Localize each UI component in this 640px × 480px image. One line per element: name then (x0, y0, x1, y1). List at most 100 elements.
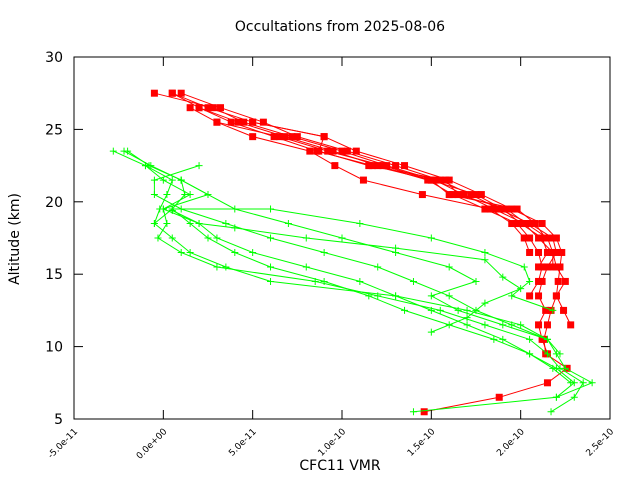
x-tick-label: 1.0e-10 (317, 427, 349, 459)
data-point (320, 277, 328, 285)
data-point (177, 248, 185, 256)
data-point (549, 364, 557, 372)
data-point (159, 205, 167, 213)
data-point (508, 205, 516, 213)
y-tick-label: 25 (45, 122, 63, 138)
data-point (222, 220, 230, 228)
data-point (306, 147, 314, 155)
data-point (267, 234, 275, 242)
data-point (560, 306, 568, 314)
data-point (513, 205, 521, 213)
y-tick-label: 5 (54, 412, 63, 428)
data-point (543, 263, 551, 271)
data-point (234, 118, 242, 126)
data-point (526, 277, 534, 285)
data-point (331, 162, 339, 170)
data-point (538, 220, 546, 228)
data-point (150, 89, 158, 97)
data-point (227, 118, 235, 126)
x-tick-label: 2.0e-10 (495, 427, 527, 459)
y-tick-label: 15 (45, 267, 63, 283)
data-point (570, 393, 578, 401)
data-point (281, 133, 289, 141)
data-point (543, 350, 551, 358)
data-point (552, 248, 560, 256)
data-point (454, 306, 462, 314)
data-point (543, 379, 551, 387)
data-point (552, 263, 560, 271)
data-point (472, 277, 480, 285)
data-point (168, 206, 176, 214)
data-point (338, 147, 346, 155)
data-point (499, 205, 507, 213)
data-point (392, 292, 400, 300)
data-point (436, 176, 444, 184)
data-point (547, 408, 555, 416)
data-point (368, 162, 376, 170)
data-point (481, 256, 489, 264)
series-2 (177, 89, 560, 358)
x-tick-label: 0.0e+00 (135, 427, 170, 462)
data-point (195, 162, 203, 170)
data-point (168, 234, 176, 242)
data-point (270, 133, 278, 141)
data-point (374, 162, 382, 170)
data-point (213, 234, 221, 242)
data-point (401, 306, 409, 314)
series-line (113, 150, 594, 413)
data-point (561, 277, 569, 285)
data-point (535, 248, 543, 256)
data-point (209, 104, 217, 112)
data-point (383, 162, 391, 170)
data-point (535, 263, 543, 271)
data-point (526, 350, 534, 358)
data-point (495, 205, 503, 213)
data-point (549, 248, 557, 256)
data-point (213, 118, 221, 126)
data-point (535, 234, 543, 242)
y-tick-label: 30 (45, 50, 63, 66)
data-point (293, 133, 301, 141)
y-tick-label: 10 (45, 340, 63, 356)
data-point (517, 321, 525, 329)
data-point (177, 176, 185, 184)
data-point (356, 220, 364, 228)
data-point (517, 220, 525, 228)
data-point (343, 147, 351, 155)
data-point (579, 379, 587, 387)
data-point (420, 408, 428, 416)
data-point (168, 176, 176, 184)
data-point (204, 104, 212, 112)
data-point (109, 147, 117, 155)
data-point (163, 220, 171, 228)
data-point (526, 234, 534, 242)
data-point (490, 205, 498, 213)
data-point (543, 248, 551, 256)
series-line (216, 121, 531, 253)
x-tick-label: -5.0e-11 (46, 427, 80, 461)
x-axis-label: CFC11 VMR (299, 458, 381, 474)
data-point (549, 234, 557, 242)
data-point (267, 263, 275, 271)
data-point (538, 335, 546, 343)
data-point (217, 104, 225, 112)
data-point (365, 162, 373, 170)
data-point (320, 248, 328, 256)
data-point (359, 176, 367, 184)
series-8 (213, 118, 534, 256)
series-line (181, 92, 557, 354)
data-point (459, 191, 467, 199)
data-point (302, 234, 310, 242)
data-point (526, 248, 534, 256)
data-point (392, 244, 400, 252)
plot-area (109, 89, 596, 416)
data-point (249, 133, 257, 141)
data-point (445, 263, 453, 271)
series-line (180, 179, 548, 340)
data-point (418, 191, 426, 199)
series-line (154, 208, 553, 311)
data-point (150, 220, 158, 228)
data-point (542, 306, 550, 314)
data-point (495, 393, 503, 401)
data-point (454, 191, 462, 199)
